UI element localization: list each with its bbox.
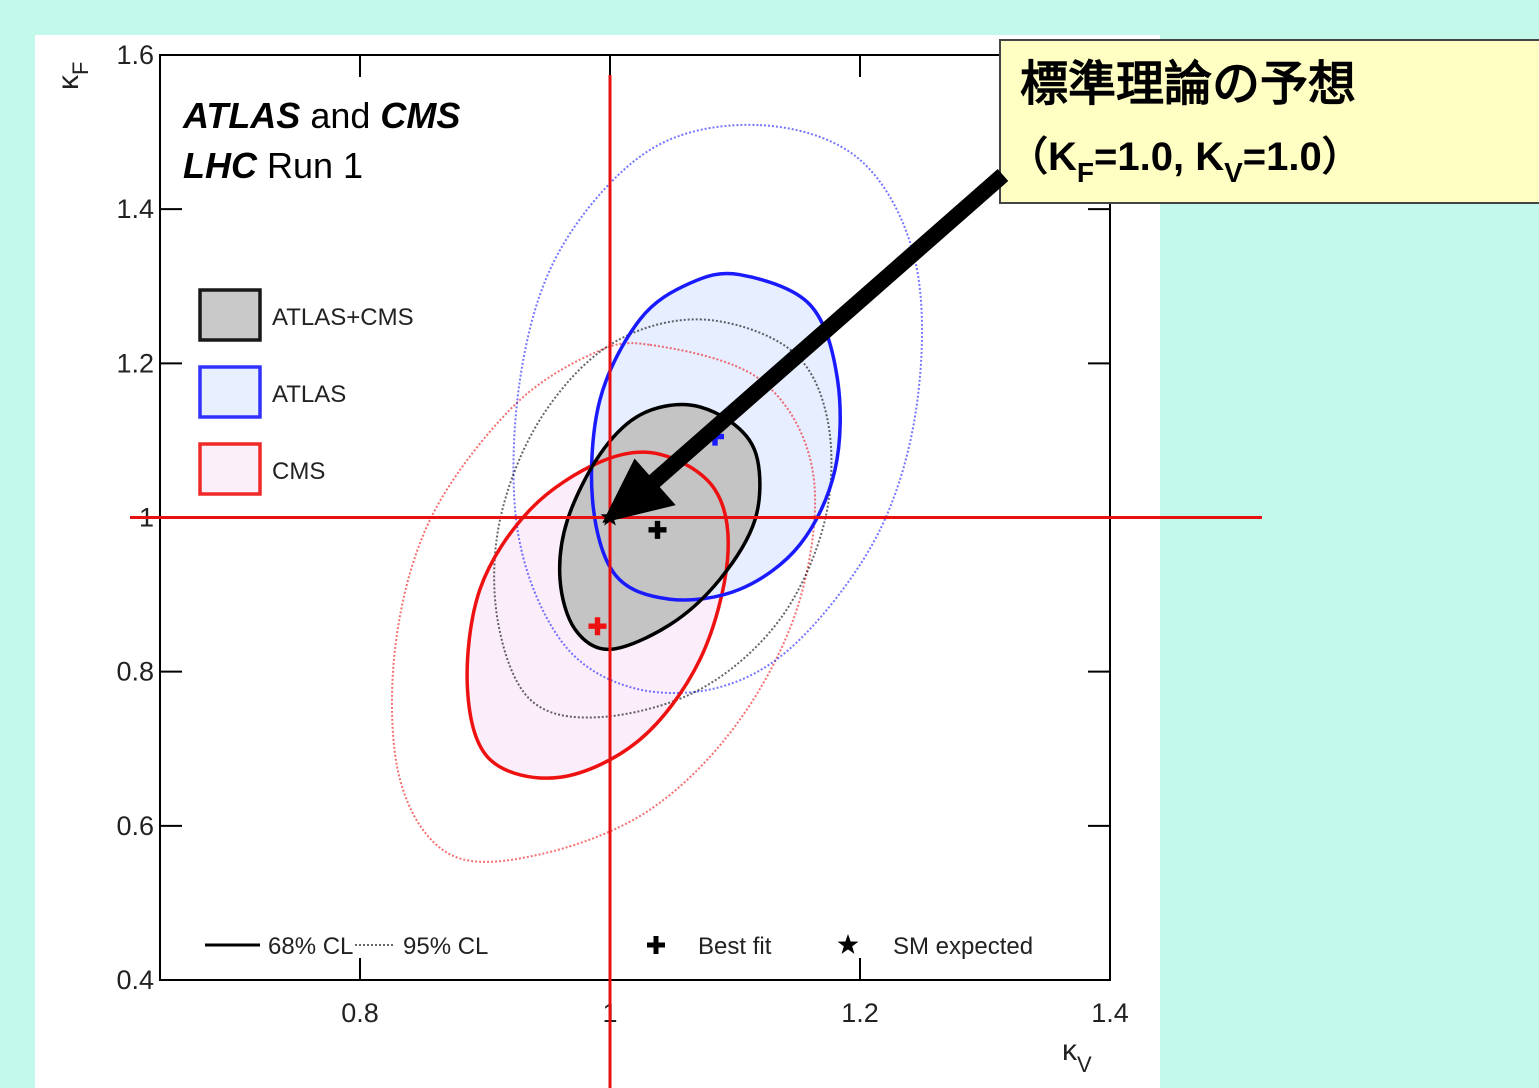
contour-68 bbox=[465, 450, 730, 780]
callout-text: =1.0, K bbox=[1094, 135, 1224, 179]
callout-subscript: F bbox=[1077, 157, 1094, 188]
contour-95 bbox=[512, 123, 924, 695]
legend-cross bbox=[647, 936, 665, 954]
x-axis-subscript: V bbox=[1077, 1052, 1092, 1077]
x-tick-label: 1.4 bbox=[1091, 998, 1129, 1028]
y-tick-label: 0.6 bbox=[116, 811, 154, 841]
x-tick-label: 0.8 bbox=[341, 998, 379, 1028]
callout-title: 標準理論の予想 bbox=[1020, 58, 1356, 111]
legend-label: ATLAS+CMS bbox=[272, 304, 414, 331]
legend-swatch bbox=[198, 288, 262, 342]
y-axis-symbol: κ bbox=[52, 74, 85, 90]
legend-label: ATLAS bbox=[272, 381, 346, 408]
callout-text: =1.0） bbox=[1243, 135, 1362, 179]
legend-label: Best fit bbox=[698, 933, 772, 960]
legend-swatch bbox=[198, 442, 262, 496]
callout-arrow bbox=[644, 168, 1009, 492]
legend-label: 95% CL bbox=[403, 933, 488, 960]
y-axis-title: κF bbox=[52, 62, 93, 90]
experiment-label: ATLAS and CMS bbox=[182, 95, 460, 136]
y-tick-label: 1.6 bbox=[116, 40, 154, 70]
callout-arrow-head bbox=[602, 458, 676, 523]
callout-text: （K bbox=[1008, 135, 1077, 179]
best-fit-marker bbox=[648, 520, 667, 539]
x-axis-title: κV bbox=[1062, 1034, 1092, 1077]
y-tick-label: 0.8 bbox=[116, 657, 154, 687]
legend-label: SM expected bbox=[893, 933, 1033, 960]
x-axis-symbol: κ bbox=[1062, 1034, 1078, 1067]
y-axis-subscript: F bbox=[68, 62, 93, 75]
contour-95 bbox=[493, 318, 833, 719]
experiment-label: LHC Run 1 bbox=[183, 145, 363, 186]
experiment-label-part: Run 1 bbox=[257, 145, 363, 186]
legend-label: CMS bbox=[272, 458, 325, 485]
y-tick-label: 1.4 bbox=[116, 194, 154, 224]
callout-box bbox=[999, 39, 1539, 204]
legend-star bbox=[837, 934, 859, 954]
contour-68 bbox=[589, 271, 842, 602]
experiment-label-part: and bbox=[300, 95, 380, 136]
callout-subscript: V bbox=[1224, 157, 1243, 188]
best-fit-marker bbox=[588, 617, 607, 636]
x-tick-label: 1.2 bbox=[841, 998, 879, 1028]
legend-swatch bbox=[198, 365, 262, 419]
contour-95 bbox=[390, 342, 817, 863]
y-tick-label: 1.2 bbox=[116, 348, 154, 378]
y-tick-label: 0.4 bbox=[116, 965, 154, 995]
experiment-label-part: CMS bbox=[380, 95, 460, 136]
experiment-label-part: ATLAS bbox=[182, 95, 300, 136]
legend-label: 68% CL bbox=[268, 933, 353, 960]
experiment-label-part: LHC bbox=[183, 145, 258, 186]
callout-formula: （KF=1.0, KV=1.0） bbox=[1008, 135, 1362, 188]
